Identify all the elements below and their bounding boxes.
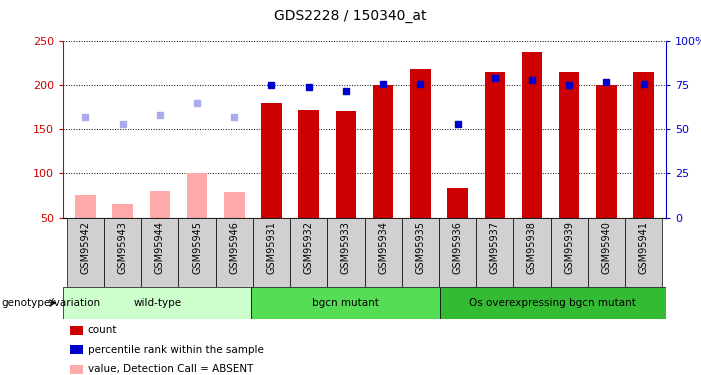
Bar [70,326,83,335]
Bar [373,86,393,218]
Text: wild-type: wild-type [133,298,182,308]
Bar [75,195,95,217]
Text: genotype/variation: genotype/variation [1,298,100,308]
Bar [70,345,83,354]
Bar [252,287,440,319]
Bar [634,72,654,217]
Bar [261,103,282,218]
Text: GSM95942: GSM95942 [81,221,90,274]
Bar [141,217,179,287]
Bar [365,217,402,287]
Bar [513,217,550,287]
Text: GSM95940: GSM95940 [601,221,611,274]
Text: GDS2228 / 150340_at: GDS2228 / 150340_at [274,9,427,23]
Bar [484,72,505,217]
Text: GSM95932: GSM95932 [304,221,314,274]
Text: GSM95946: GSM95946 [229,221,239,274]
Text: GSM95944: GSM95944 [155,221,165,274]
Text: GSM95939: GSM95939 [564,221,574,274]
Bar [67,217,104,287]
Text: bgcn mutant: bgcn mutant [312,298,379,308]
Bar [439,217,476,287]
Bar [596,86,617,218]
Bar [224,192,245,217]
Bar [149,191,170,217]
Bar [327,217,365,287]
Bar [402,217,439,287]
Text: GSM95943: GSM95943 [118,221,128,274]
Text: GSM95934: GSM95934 [378,221,388,274]
Bar [63,287,252,319]
Bar [216,217,253,287]
Bar [104,217,141,287]
Bar [522,52,542,217]
Bar [550,217,588,287]
Text: Os overexpressing bgcn mutant: Os overexpressing bgcn mutant [470,298,637,308]
Bar [253,217,290,287]
Bar [187,173,207,217]
Bar [559,72,580,217]
Bar [179,217,216,287]
Bar [440,287,666,319]
Bar [625,217,662,287]
Bar [299,110,319,218]
Text: GSM95937: GSM95937 [490,221,500,274]
Text: percentile rank within the sample: percentile rank within the sample [88,345,264,355]
Text: GSM95945: GSM95945 [192,221,202,274]
Bar [410,69,430,218]
Text: GSM95933: GSM95933 [341,221,351,274]
Bar [112,204,133,218]
Bar [70,365,83,374]
Text: count: count [88,326,117,335]
Text: GSM95941: GSM95941 [639,221,648,274]
Bar [476,217,513,287]
Text: GSM95931: GSM95931 [266,221,276,274]
Text: GSM95938: GSM95938 [527,221,537,274]
Bar [447,188,468,218]
Bar [290,217,327,287]
Text: GSM95936: GSM95936 [453,221,463,274]
Text: value, Detection Call = ABSENT: value, Detection Call = ABSENT [88,364,253,374]
Text: GSM95935: GSM95935 [415,221,426,274]
Bar [588,217,625,287]
Bar [336,111,356,218]
